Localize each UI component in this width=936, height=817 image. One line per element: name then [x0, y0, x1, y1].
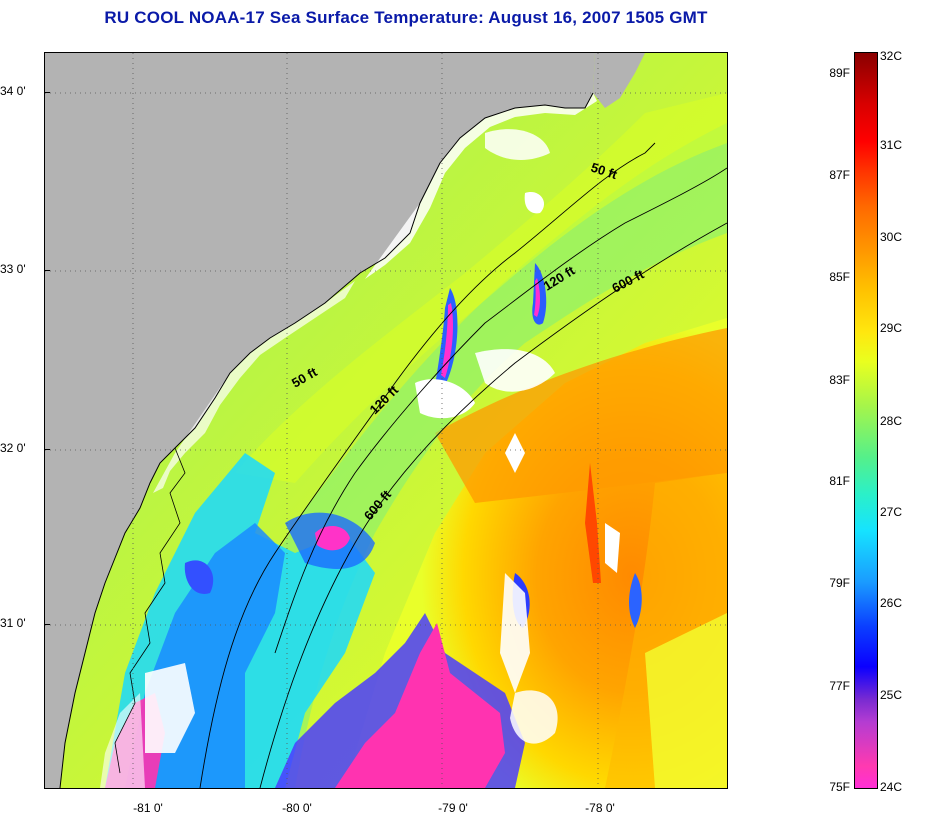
isobath-600ft	[259, 222, 727, 788]
colorbar-c-24: 24C	[880, 780, 903, 794]
lon-label-80: -80 0'	[282, 801, 312, 815]
lat-label-33: 33 0'	[0, 262, 26, 276]
cloud-2	[475, 349, 555, 392]
colorbar-f-79: 79F	[829, 576, 850, 590]
graticule	[45, 53, 727, 788]
warm-core-band	[435, 328, 727, 503]
colorbar-f-85: 85F	[829, 270, 850, 284]
lat-tick-34	[44, 92, 50, 93]
sst-map-svg: 50 ft 120 ft 600 ft 50 ft 120 ft 600 ft	[45, 53, 727, 788]
colorbar-c-27: 27C	[880, 505, 903, 519]
lat-label-32: 32 0'	[0, 441, 26, 455]
temperature-colorbar	[854, 52, 878, 789]
lon-label-78: -78 0'	[585, 801, 615, 815]
sst-map: 50 ft 120 ft 600 ft 50 ft 120 ft 600 ft	[44, 52, 728, 789]
southern-pink-plume	[335, 623, 505, 788]
cloud-4	[500, 573, 530, 693]
cloud-9	[524, 192, 545, 214]
map-title: RU COOL NOAA-17 Sea Surface Temperature:…	[104, 8, 708, 27]
colorbar-c-25: 25C	[880, 688, 903, 702]
cold-filament-1-core	[441, 303, 453, 378]
lon-label-79: -79 0'	[438, 801, 468, 815]
colorbar-f-89: 89F	[829, 66, 850, 80]
lat-label-31: 31 0'	[0, 616, 26, 630]
isobath-50ft	[199, 142, 656, 788]
colorbar-f-75: 75F	[829, 780, 850, 794]
warm-streak	[585, 463, 601, 583]
lat-tick-33	[44, 270, 50, 271]
colorbar-c-28: 28C	[880, 414, 903, 428]
colorbar-f-83: 83F	[829, 373, 850, 387]
land-mass	[45, 53, 595, 788]
cloud-5	[605, 523, 620, 573]
southeast-yellow	[645, 613, 727, 788]
colorbar-c-31: 31C	[880, 138, 903, 152]
blue-patch-4	[629, 573, 642, 628]
isobath-120ft	[274, 167, 727, 654]
cloud-6	[510, 690, 558, 744]
pink-patch-1	[315, 526, 350, 551]
colorbar-c-29: 29C	[880, 321, 903, 335]
cloud-8	[145, 663, 195, 753]
cloud-3	[505, 433, 525, 473]
inlet-lines	[114, 447, 186, 774]
colorbar-c-30: 30C	[880, 230, 903, 244]
cloud-1	[415, 379, 475, 419]
colorbar-c-32: 32C	[880, 49, 903, 63]
cloud-7	[100, 693, 145, 788]
land-northeast	[593, 53, 645, 108]
colorbar-c-26: 26C	[880, 596, 903, 610]
lat-tick-32	[44, 449, 50, 450]
coastline	[59, 92, 594, 788]
coast-fringe-north	[365, 93, 597, 279]
blue-patch-2	[184, 560, 214, 594]
colorbar-f-81: 81F	[829, 474, 850, 488]
cloud-10	[485, 129, 550, 160]
cold-filament-2-core	[534, 278, 540, 317]
inner-shelf-yellow	[235, 93, 727, 483]
lat-tick-31	[44, 624, 50, 625]
lon-label-81: -81 0'	[133, 801, 163, 815]
coast-fringe-mid	[153, 281, 355, 493]
lat-label-34: 34 0'	[0, 84, 26, 98]
colorbar-f-87: 87F	[829, 168, 850, 182]
colorbar-f-77: 77F	[829, 679, 850, 693]
